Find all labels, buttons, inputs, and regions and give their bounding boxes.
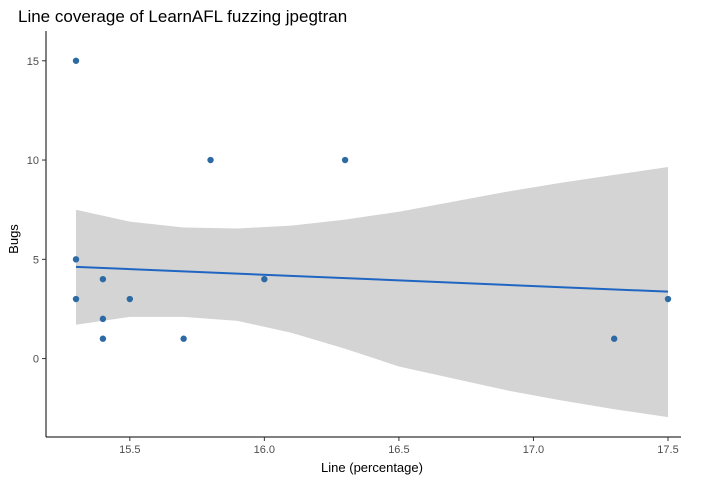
data-points-layer <box>72 57 672 342</box>
y-tick-label: 5 <box>33 254 39 266</box>
x-tick-label: 17.5 <box>657 444 678 456</box>
data-point <box>180 335 187 342</box>
data-point <box>72 295 80 303</box>
confidence-band <box>76 167 668 418</box>
data-point <box>72 256 80 263</box>
y-tick-label: 10 <box>27 155 39 167</box>
axes-layer <box>45 31 681 438</box>
data-point <box>99 335 107 342</box>
x-axis-title: Line (percentage) <box>321 460 423 475</box>
data-point <box>72 57 80 64</box>
trend-line-layer <box>75 265 669 293</box>
confidence-band-layer <box>76 167 668 418</box>
x-tick-label: 16.5 <box>388 444 409 456</box>
ticks-layer: 15.5 16.0 16.5 17.0 17.5 0 5 10 15 <box>27 56 679 456</box>
data-point <box>99 275 107 283</box>
data-point <box>99 315 107 323</box>
x-tick-label: 17.0 <box>523 444 544 456</box>
data-point <box>207 156 214 164</box>
data-point <box>610 335 618 342</box>
y-tick-label: 0 <box>33 354 39 366</box>
data-point <box>664 295 672 303</box>
data-point <box>341 156 349 164</box>
trend-line <box>75 265 669 293</box>
data-point <box>261 275 268 283</box>
x-tick-label: 16.0 <box>254 444 275 456</box>
y-tick-label: 15 <box>27 56 39 68</box>
x-tick-label: 15.5 <box>119 444 140 456</box>
chart-title: Line coverage of LearnAFL fuzzing jpegtr… <box>18 7 347 26</box>
data-point <box>126 295 134 303</box>
y-axis-title: Bugs <box>6 224 21 254</box>
